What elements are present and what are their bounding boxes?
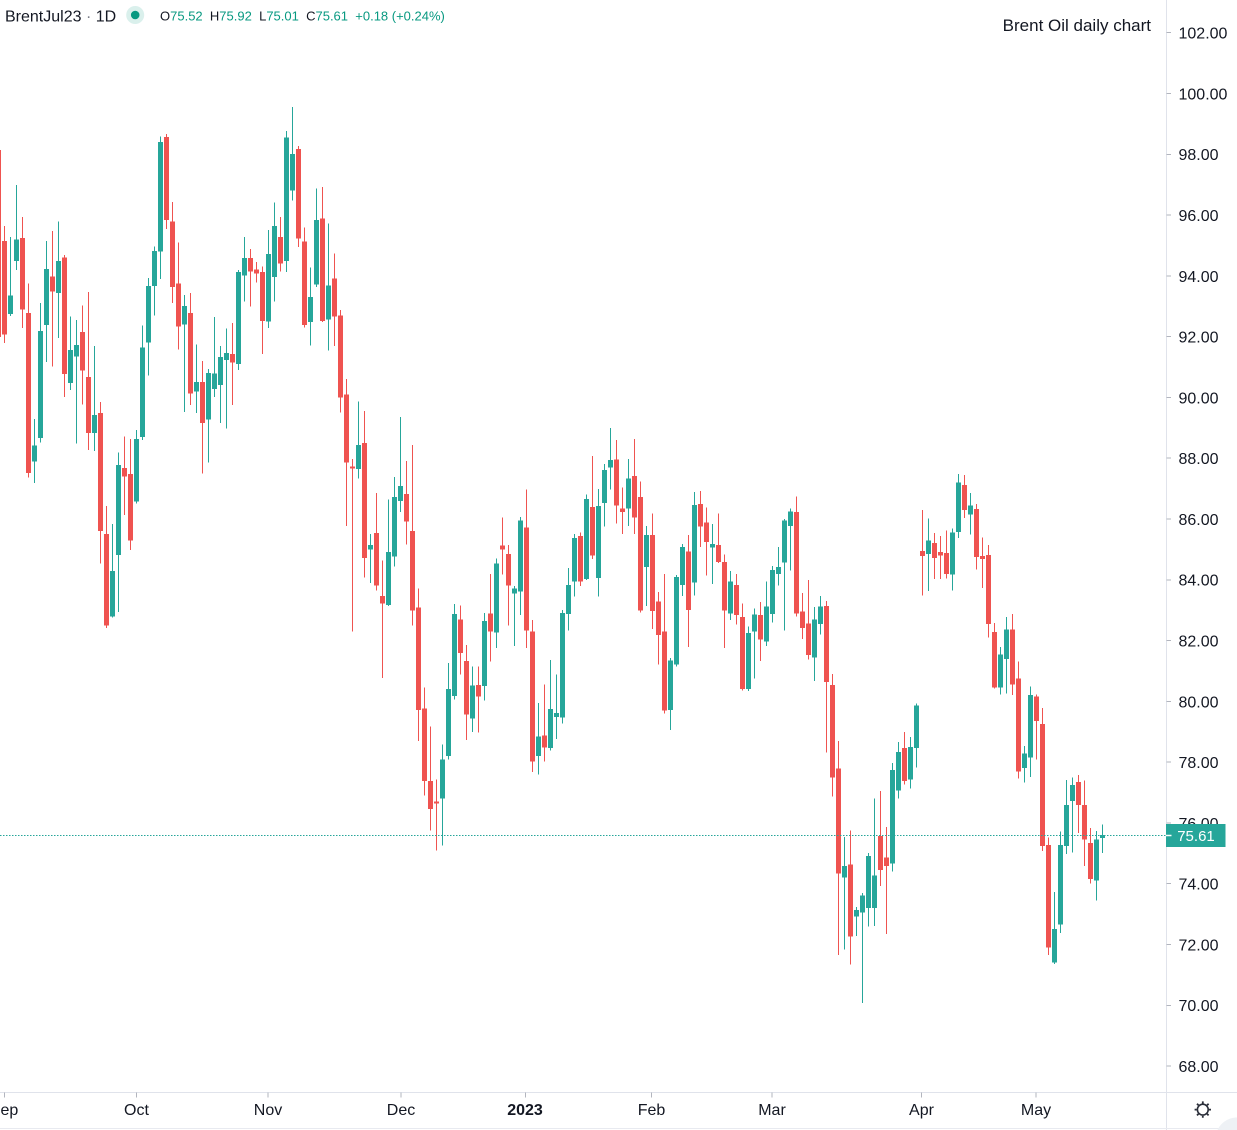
svg-text:Mar: Mar	[758, 1102, 786, 1119]
svg-text:102.00: 102.00	[1179, 26, 1228, 43]
svg-text:70.00: 70.00	[1179, 998, 1219, 1015]
svg-text:82.00: 82.00	[1179, 634, 1219, 651]
svg-text:78.00: 78.00	[1179, 755, 1219, 772]
svg-text:BrentJul23 · 1D: BrentJul23 · 1D	[5, 9, 116, 26]
svg-text:May: May	[1021, 1102, 1051, 1119]
svg-text:Nov: Nov	[254, 1102, 282, 1119]
svg-text:84.00: 84.00	[1179, 573, 1219, 590]
svg-text:Apr: Apr	[909, 1102, 935, 1119]
svg-text:Dec: Dec	[387, 1102, 415, 1119]
svg-text:100.00: 100.00	[1179, 86, 1228, 103]
svg-text:Brent Oil daily chart: Brent Oil daily chart	[1003, 16, 1152, 35]
svg-text:94.00: 94.00	[1179, 269, 1219, 286]
svg-text:75.61: 75.61	[1177, 828, 1215, 845]
svg-text:88.00: 88.00	[1179, 451, 1219, 468]
svg-text:O75.52 H75.92 L75.01 C75.61: O75.52 H75.92 L75.01 C75.61 +0.18 (+0.24…	[160, 9, 445, 24]
svg-text:Sep: Sep	[0, 1102, 18, 1119]
svg-text:Feb: Feb	[638, 1102, 666, 1119]
svg-text:74.00: 74.00	[1179, 877, 1219, 894]
svg-text:92.00: 92.00	[1179, 330, 1219, 347]
svg-text:Oct: Oct	[124, 1102, 149, 1119]
svg-text:86.00: 86.00	[1179, 512, 1219, 529]
svg-text:68.00: 68.00	[1179, 1059, 1219, 1076]
svg-text:2023: 2023	[507, 1102, 543, 1119]
svg-text:96.00: 96.00	[1179, 208, 1219, 225]
svg-text:98.00: 98.00	[1179, 147, 1219, 164]
svg-text:72.00: 72.00	[1179, 937, 1219, 954]
svg-text:90.00: 90.00	[1179, 390, 1219, 407]
svg-text:80.00: 80.00	[1179, 694, 1219, 711]
